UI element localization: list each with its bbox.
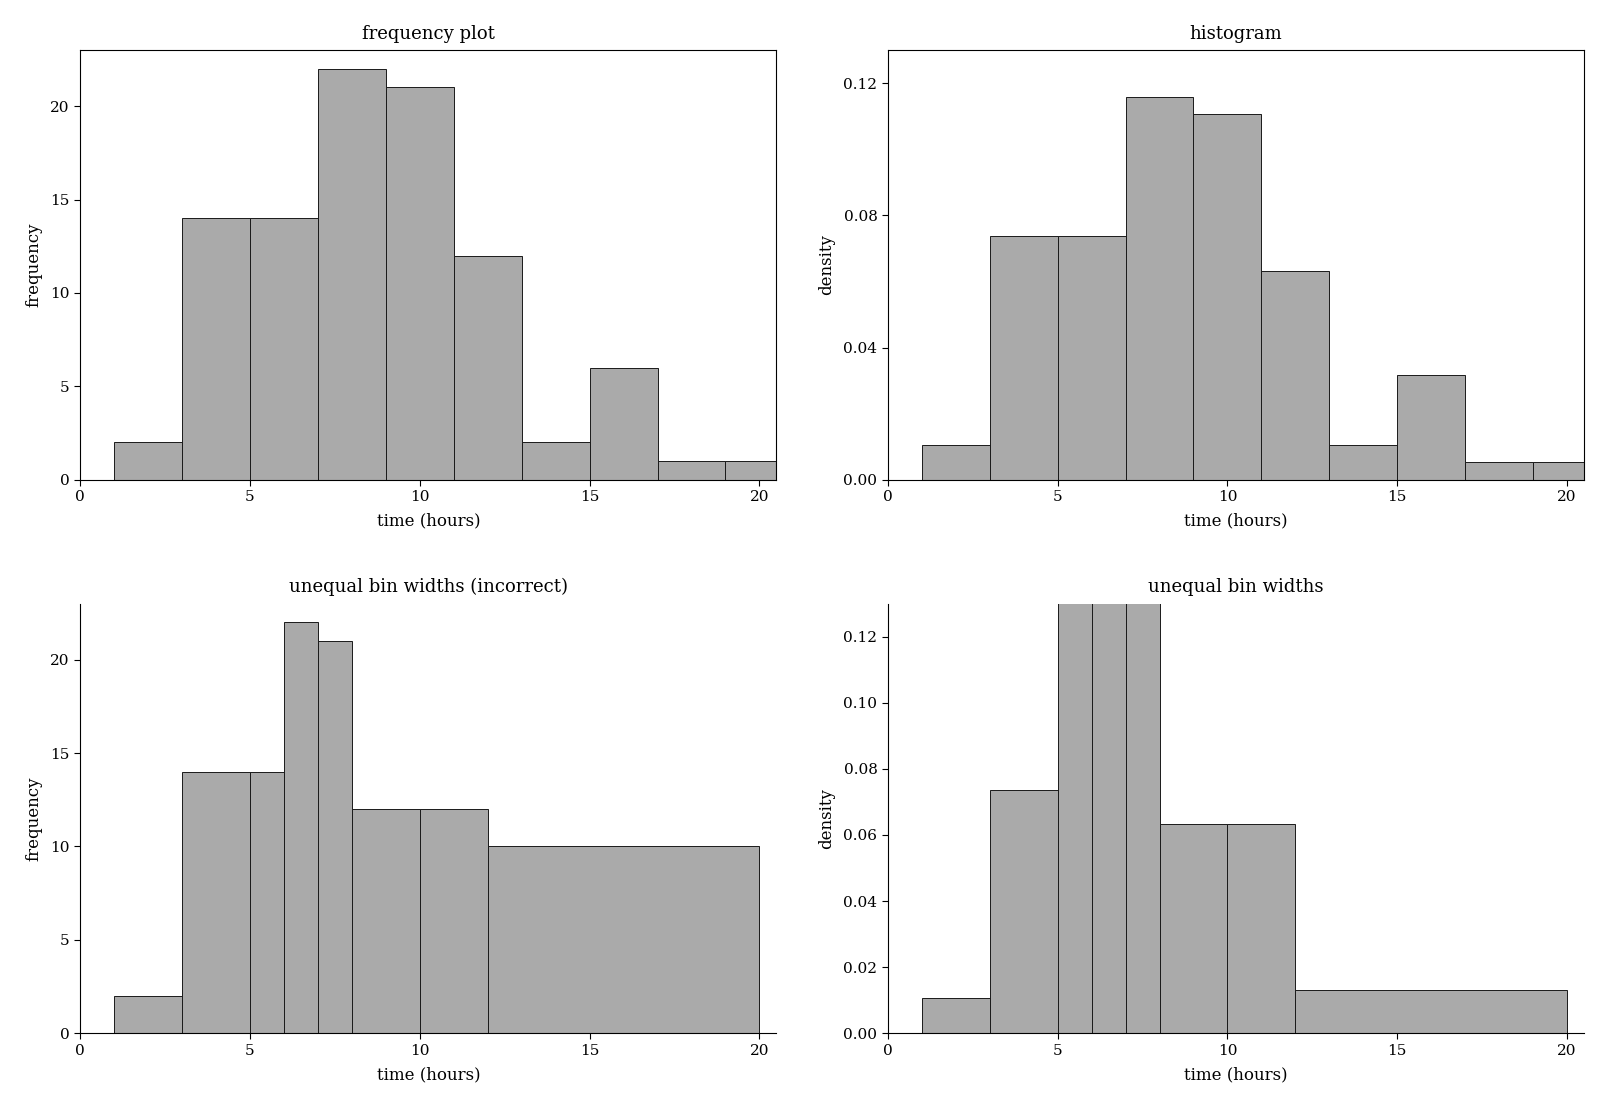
Bar xyxy=(521,442,589,480)
Y-axis label: density: density xyxy=(817,788,835,849)
Bar xyxy=(1466,462,1533,480)
Bar xyxy=(922,445,990,480)
Bar xyxy=(1295,989,1567,1034)
Title: frequency plot: frequency plot xyxy=(362,25,496,43)
Bar xyxy=(488,847,759,1034)
Bar xyxy=(922,998,990,1034)
Y-axis label: frequency: frequency xyxy=(26,223,42,307)
Bar xyxy=(1397,376,1466,480)
Bar xyxy=(454,256,521,480)
Bar xyxy=(726,461,793,480)
Title: unequal bin widths (incorrect): unequal bin widths (incorrect) xyxy=(290,578,568,596)
Bar xyxy=(352,809,420,1034)
Bar xyxy=(1126,302,1160,1034)
Y-axis label: frequency: frequency xyxy=(26,776,42,861)
Title: unequal bin widths: unequal bin widths xyxy=(1149,578,1324,596)
X-axis label: time (hours): time (hours) xyxy=(1184,513,1287,530)
Bar xyxy=(1533,462,1601,480)
Bar xyxy=(386,88,454,480)
Bar xyxy=(589,368,658,480)
Bar xyxy=(249,771,285,1034)
Bar xyxy=(1228,824,1295,1034)
Bar xyxy=(114,442,182,480)
Bar xyxy=(1126,98,1194,480)
Bar xyxy=(319,69,386,480)
Bar xyxy=(182,218,249,480)
Bar xyxy=(1261,271,1329,480)
Bar xyxy=(658,461,726,480)
X-axis label: time (hours): time (hours) xyxy=(377,1066,479,1083)
Y-axis label: density: density xyxy=(817,235,835,296)
Bar xyxy=(249,218,319,480)
Bar xyxy=(1057,236,1126,480)
Bar xyxy=(1091,268,1126,1034)
Bar xyxy=(420,809,488,1034)
X-axis label: time (hours): time (hours) xyxy=(377,513,479,530)
Bar xyxy=(182,771,249,1034)
Bar xyxy=(285,623,319,1034)
Bar xyxy=(1329,445,1397,480)
X-axis label: time (hours): time (hours) xyxy=(1184,1066,1287,1083)
Bar xyxy=(319,640,352,1034)
Bar xyxy=(1160,824,1228,1034)
Title: histogram: histogram xyxy=(1189,25,1282,43)
Bar xyxy=(1057,546,1091,1034)
Bar xyxy=(114,996,182,1034)
Bar xyxy=(990,790,1057,1034)
Bar xyxy=(990,236,1057,480)
Bar xyxy=(1194,114,1261,480)
